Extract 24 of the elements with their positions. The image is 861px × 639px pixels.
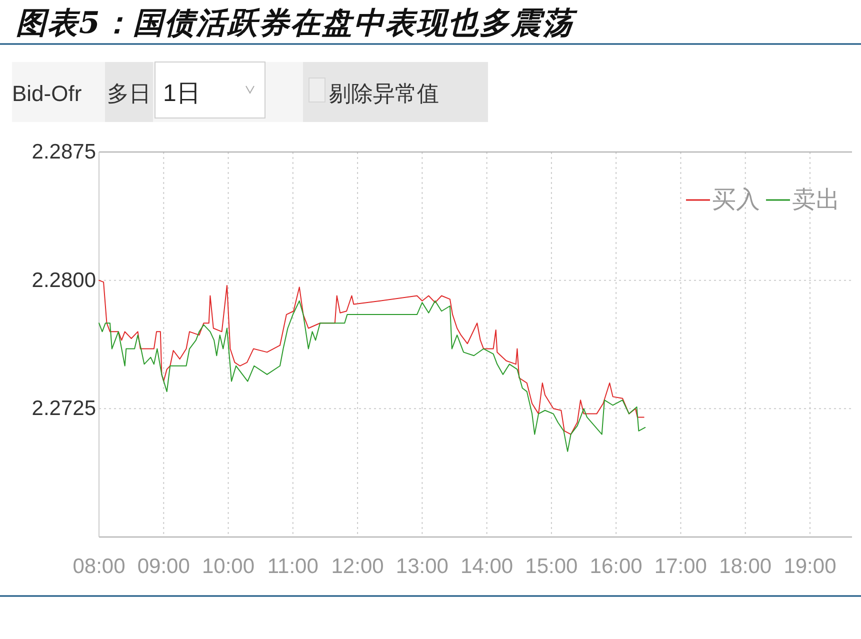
text: 1日: [163, 80, 200, 107]
x-tick-label: 17:00: [654, 555, 707, 578]
x-tick-label: 19:00: [784, 555, 836, 578]
x-tick-label: 10:00: [202, 555, 255, 578]
legend-label: 卖出: [792, 186, 840, 214]
x-tick-label: 08:00: [72, 555, 126, 578]
x-tick-label: 13:00: [396, 555, 448, 578]
line-series: [98, 300, 646, 452]
x-tick-label: 18:00: [719, 555, 772, 578]
y-tick-label: 2.2875: [32, 140, 96, 164]
x-tick-label: 12:00: [331, 555, 384, 578]
x-tick-label: 11:00: [267, 555, 318, 578]
line-series: [98, 280, 644, 435]
y-tick-label: 2.2725: [32, 397, 96, 420]
x-tick-label: 14:00: [460, 555, 514, 578]
text: Bid-Ofr: [12, 81, 82, 106]
text: 剔除异常值: [329, 81, 439, 106]
x-tick-label: 16:00: [590, 555, 642, 578]
text: 多日: [107, 81, 151, 106]
x-tick-label: 15:00: [525, 555, 578, 578]
chart-title: 图表5：国债活跃券在盘中表现也多震荡: [16, 6, 578, 41]
y-tick-label: 2.2800: [32, 268, 96, 292]
legend-label: 买入: [712, 186, 760, 214]
x-tick-label: 09:00: [137, 555, 190, 578]
